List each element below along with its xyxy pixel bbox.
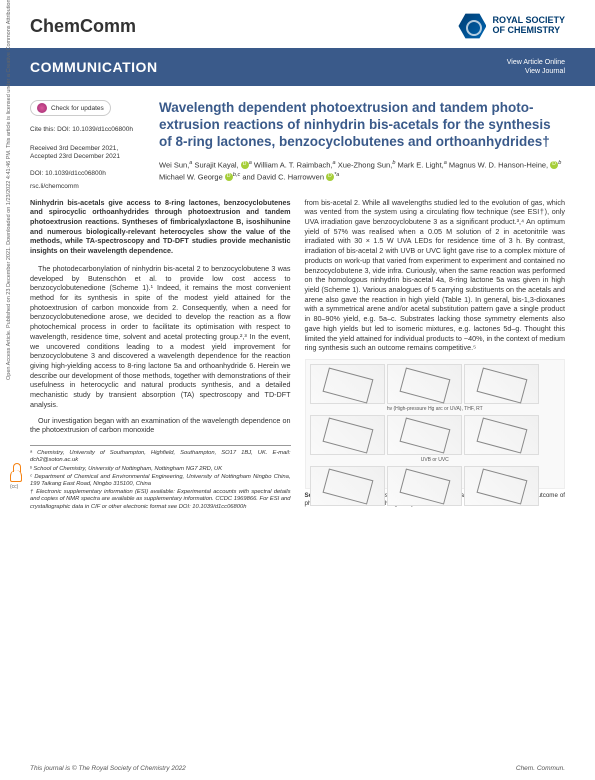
paragraph: from bis-acetal 2. While all wavelengths… xyxy=(305,198,566,354)
body-columns: Ninhydrin bis-acetals give access to 8-r… xyxy=(0,198,595,512)
open-access-badge: (cc) xyxy=(10,470,26,492)
paragraph: The photodecarbonylation of ninhydrin bi… xyxy=(30,264,291,410)
publisher-name: ROYAL SOCIETY OF CHEMISTRY xyxy=(492,16,565,36)
crossmark-icon xyxy=(37,103,47,113)
received-date: Received 3rd December 2021, xyxy=(30,145,145,153)
affil-sup: b xyxy=(558,160,561,166)
author: William A. T. Raimbach, xyxy=(254,160,333,169)
orcid-icon xyxy=(326,173,334,181)
view-links: View Article Online View Journal xyxy=(507,58,565,76)
paragraph: Our investigation began with an examinat… xyxy=(30,416,291,435)
molecule-icon xyxy=(464,364,539,404)
reaction-label: UVB or UVC xyxy=(310,457,561,464)
communication-bar: COMMUNICATION View Article Online View J… xyxy=(0,48,595,86)
affiliations: ᵃ Chemistry, University of Southampton, … xyxy=(30,445,291,511)
affil-sup: a xyxy=(189,160,192,166)
author: Magnus W. D. Hanson-Heine, xyxy=(449,160,548,169)
scheme-1: hv (High-pressure Hg arc or UVA), THF, R… xyxy=(305,359,566,508)
cc-icon: (cc) xyxy=(10,484,26,490)
affiliation: ᵃ Chemistry, University of Southampton, … xyxy=(30,450,291,464)
author: Mark E. Light, xyxy=(397,160,443,169)
publisher-logo: ROYAL SOCIETY OF CHEMISTRY xyxy=(458,12,565,40)
orcid-icon xyxy=(241,161,249,169)
journal-abbrev: Chem. Commun. xyxy=(516,765,565,772)
article-type: COMMUNICATION xyxy=(30,59,158,75)
journal-name: ChemComm xyxy=(30,16,136,37)
author: Surajit Kayal, xyxy=(194,160,238,169)
orcid-icon xyxy=(225,173,233,181)
orcid-icon xyxy=(550,161,558,169)
article-title: Wavelength dependent photoextrusion and … xyxy=(159,100,565,151)
page-header: ChemComm ROYAL SOCIETY OF CHEMISTRY xyxy=(0,0,595,48)
affil-sup: *a xyxy=(334,172,339,178)
author: David C. Harrowven xyxy=(257,172,324,181)
rsc-hex-icon xyxy=(458,12,486,40)
affil-sup: b xyxy=(392,160,395,166)
molecule-icon xyxy=(310,466,385,506)
esi-note: † Electronic supplementary information (… xyxy=(30,489,291,511)
reaction-label: hv (High-pressure Hg arc or UVA), THF, R… xyxy=(310,406,561,413)
affil-sup: a xyxy=(249,160,252,166)
molecule-icon xyxy=(387,364,462,404)
molecule-icon xyxy=(310,364,385,404)
molecule-icon xyxy=(387,415,462,455)
abstract: Ninhydrin bis-acetals give access to 8-r… xyxy=(30,198,291,256)
author: Michael W. George xyxy=(159,172,223,181)
molecule-icon xyxy=(310,415,385,455)
affiliation: ᵇ School of Chemistry, University of Not… xyxy=(30,466,291,473)
check-updates-button[interactable]: Check for updates xyxy=(30,100,111,116)
affil-sup: a xyxy=(444,160,447,166)
open-access-side-text: Open Access Article. Published on 23 Dec… xyxy=(6,80,12,380)
molecule-icon xyxy=(387,466,462,506)
left-column: Ninhydrin bis-acetals give access to 8-r… xyxy=(30,198,291,512)
open-access-lock-icon xyxy=(10,470,22,482)
publisher-line2: OF CHEMISTRY xyxy=(492,26,565,36)
author-list: Wei Sun,a Surajit Kayal, a William A. T.… xyxy=(159,159,565,183)
title-block: Wavelength dependent photoextrusion and … xyxy=(159,100,565,189)
rsc-shortlink[interactable]: rsc.li/chemcomm xyxy=(30,183,145,190)
view-article-online-link[interactable]: View Article Online xyxy=(507,59,565,66)
page-footer: This journal is © The Royal Society of C… xyxy=(30,765,565,772)
affiliation: ᶜ Department of Chemical and Environment… xyxy=(30,474,291,488)
citation: Cite this: DOI: 10.1039/d1cc06800h xyxy=(30,126,145,134)
affil-sup: a xyxy=(333,160,336,166)
view-journal-link[interactable]: View Journal xyxy=(525,68,565,75)
author: Wei Sun, xyxy=(159,160,189,169)
check-updates-label: Check for updates xyxy=(51,105,104,112)
copyright: This journal is © The Royal Society of C… xyxy=(30,765,186,772)
conjunction: and xyxy=(242,172,255,181)
metadata-sidebar: Check for updates Cite this: DOI: 10.103… xyxy=(30,100,145,189)
affil-sup: b,c xyxy=(233,172,240,178)
molecule-icon xyxy=(464,415,539,455)
doi: DOI: 10.1039/d1cc06800h xyxy=(30,170,145,177)
dates: Received 3rd December 2021, Accepted 23r… xyxy=(30,145,145,162)
right-column: from bis-acetal 2. While all wavelengths… xyxy=(305,198,566,512)
molecule-icon xyxy=(464,466,539,506)
accepted-date: Accepted 23rd December 2021 xyxy=(30,153,145,161)
author: Xue-Zhong Sun, xyxy=(338,160,393,169)
scheme-figure: hv (High-pressure Hg arc or UVA), THF, R… xyxy=(305,359,566,489)
